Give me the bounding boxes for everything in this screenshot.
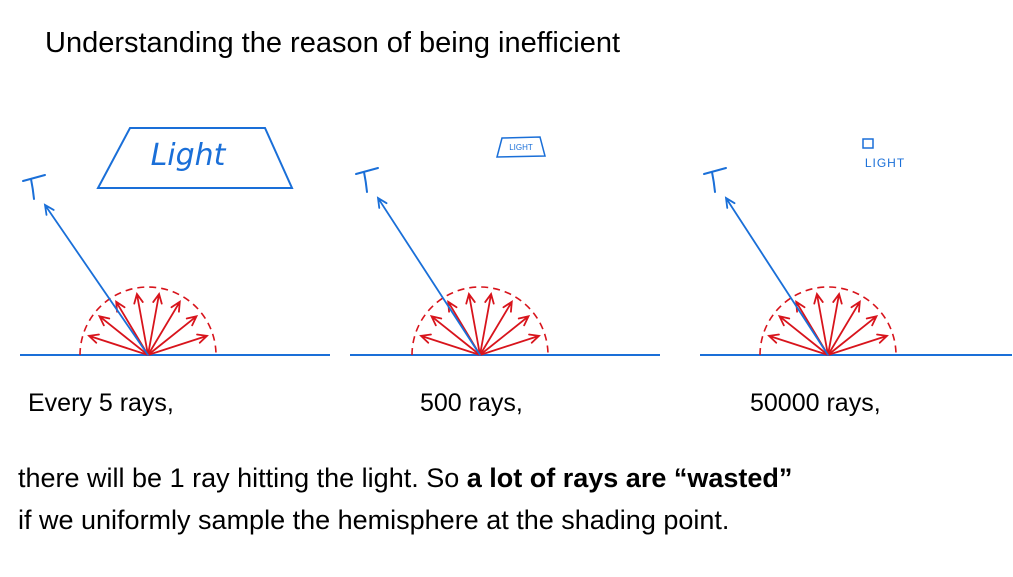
sample-ray (777, 315, 829, 356)
light-label: LIGHT (865, 156, 905, 170)
light-label: Light (151, 138, 227, 173)
sample-ray (147, 291, 163, 356)
body-bold: a lot of rays are “wasted” (467, 463, 793, 493)
body-line: if we uniformly sample the hemisphere at… (18, 505, 729, 535)
hemisphere (79, 286, 217, 356)
sample-ray (479, 333, 541, 356)
sample-ray (465, 291, 481, 356)
body-line: there will be 1 ray hitting the light. S… (18, 463, 467, 493)
body-text: there will be 1 ray hitting the light. S… (18, 463, 792, 493)
sample-ray (479, 315, 531, 356)
sample-ray (479, 291, 495, 356)
sample-ray (429, 315, 481, 356)
eye-ray (724, 196, 829, 356)
sample-ray (133, 291, 149, 356)
light-shape (496, 136, 546, 158)
eye (355, 167, 379, 193)
light-shape (862, 138, 874, 149)
sample-ray (827, 315, 879, 356)
diagrams (20, 167, 1012, 356)
slide-title: Understanding the reason of being ineffi… (45, 27, 620, 59)
sample-ray (767, 333, 829, 356)
caption: 500 rays, (420, 389, 523, 417)
hemisphere (411, 286, 549, 356)
eye-ray (43, 203, 149, 356)
eye (22, 174, 46, 200)
caption: 50000 rays, (750, 389, 881, 417)
sample-ray (97, 315, 149, 356)
light-label: LIGHT (509, 143, 533, 152)
sample-ray (147, 299, 181, 356)
caption: Every 5 rays, (28, 389, 174, 417)
eye (703, 167, 727, 193)
sample-ray (827, 299, 861, 356)
hemisphere (759, 286, 897, 356)
sample-ray (827, 291, 843, 356)
sample-ray (419, 333, 481, 356)
eye-ray (376, 196, 481, 356)
sample-ray (813, 291, 829, 356)
sample-ray (479, 299, 513, 356)
light-shape (96, 127, 294, 189)
sample-ray (147, 333, 209, 356)
sample-ray (87, 333, 149, 356)
sample-ray (827, 333, 889, 356)
sample-ray (147, 315, 199, 356)
